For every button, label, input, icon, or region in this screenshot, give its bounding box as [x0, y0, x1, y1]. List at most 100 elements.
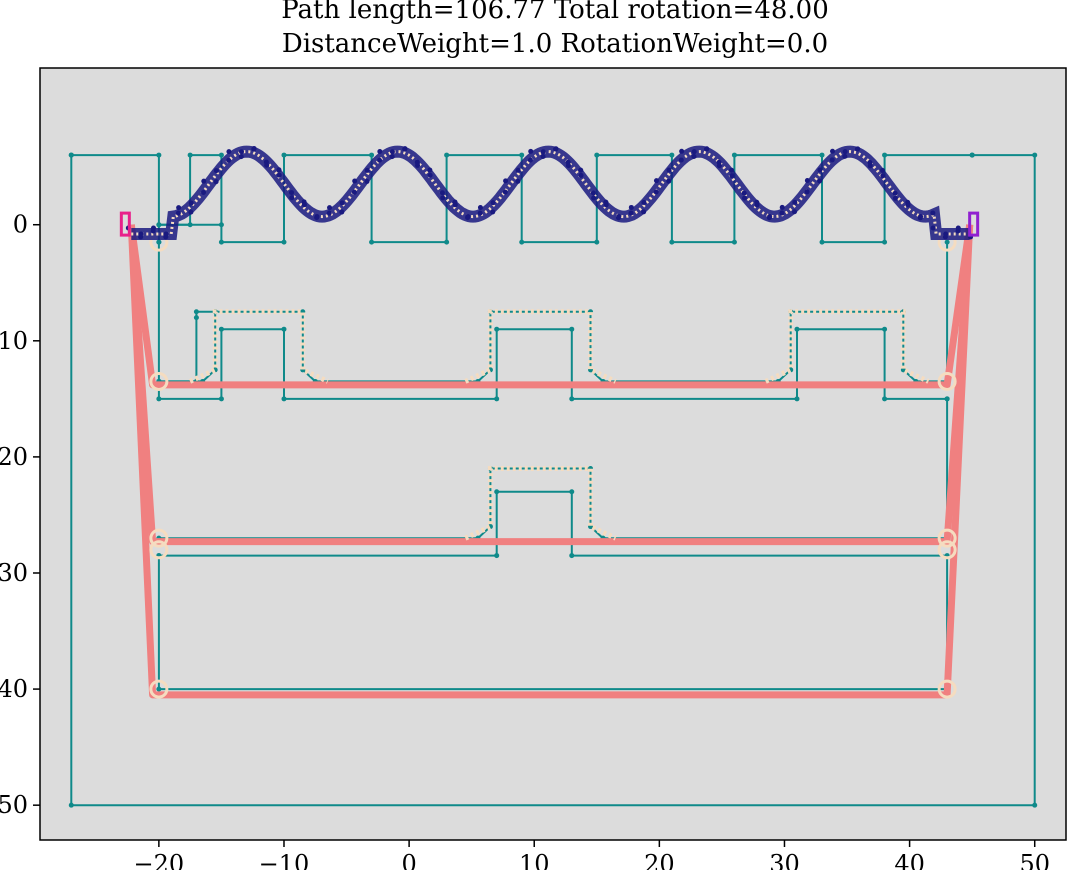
sample-point — [678, 157, 684, 163]
sample-point — [905, 202, 911, 208]
wall-vertex — [944, 396, 950, 402]
sample-point — [804, 189, 810, 195]
sample-point — [415, 162, 421, 168]
wall-vertex — [519, 239, 525, 245]
y-tick-label: 0 — [13, 211, 28, 239]
sample-point — [779, 210, 785, 216]
pose-marker — [937, 371, 957, 391]
sample-point — [502, 189, 508, 195]
wall-vertex — [494, 489, 500, 495]
sample-point — [188, 209, 194, 215]
start-goal-markers — [119, 211, 980, 237]
wall-vertex — [156, 396, 162, 402]
plot-area — [40, 68, 1066, 840]
sample-point — [616, 213, 622, 219]
sample-point — [742, 195, 748, 201]
sample-point — [540, 154, 546, 160]
wall-vertex — [882, 239, 888, 245]
wall-vertex — [218, 152, 224, 158]
sample-point — [339, 209, 345, 215]
sample-point — [817, 167, 823, 173]
sample-point — [239, 149, 245, 155]
sample-point — [276, 167, 282, 173]
sample-point — [716, 163, 722, 169]
sample-point — [892, 190, 898, 196]
wall-vertex — [1032, 802, 1038, 808]
sample-point — [767, 214, 773, 220]
pose-marker — [149, 540, 169, 560]
pose-marker — [937, 540, 957, 560]
sample-point — [163, 231, 169, 237]
wall-vertex — [494, 326, 500, 332]
sample-point — [515, 178, 521, 184]
sample-point — [540, 149, 546, 155]
sample-point — [830, 148, 836, 154]
wall-vertex — [494, 553, 500, 559]
chart-title-line-2: DistanceWeight=1.0 RotationWeight=0.0 — [282, 29, 828, 59]
sample-point — [477, 205, 483, 211]
y-tick-label: 40 — [0, 675, 28, 703]
sample-point — [201, 178, 207, 184]
sample-point — [490, 200, 496, 206]
sample-point — [201, 189, 207, 195]
sample-point — [238, 154, 244, 160]
sample-point — [792, 209, 798, 215]
wall-vertex — [218, 326, 224, 332]
wall-vertex — [281, 396, 287, 402]
wall-vertex — [369, 152, 375, 158]
wall-vertex — [1032, 152, 1038, 158]
wall-vertex — [731, 152, 737, 158]
wall-outer_frame — [70, 154, 1036, 807]
wall-vertex — [794, 396, 800, 402]
wall-vertex — [444, 152, 450, 158]
sample-point — [943, 231, 949, 237]
sample-point — [729, 173, 735, 179]
sample-point — [930, 225, 936, 231]
sample-point — [829, 157, 835, 163]
sample-point — [289, 190, 295, 196]
sample-point — [867, 163, 873, 169]
wall-vertex — [156, 239, 162, 245]
wall-vertex — [519, 152, 525, 158]
sample-point — [880, 167, 886, 173]
sample-point — [188, 200, 194, 206]
sample-point — [264, 162, 270, 168]
sample-point — [440, 195, 446, 201]
sample-point — [465, 213, 471, 219]
wall-vertex — [882, 396, 888, 402]
sample-point — [653, 178, 659, 184]
sample-point — [377, 157, 383, 163]
sample-point — [578, 167, 584, 173]
sample-point — [918, 214, 924, 220]
sample-point — [503, 178, 509, 184]
sample-point — [842, 149, 848, 155]
wall-vertex — [218, 396, 224, 402]
y-tick-label: 30 — [0, 559, 28, 587]
sample-point — [892, 195, 898, 201]
y-axis: 0 10 20 30 40 50 — [0, 211, 40, 819]
wall-corridor_mid_row — [158, 467, 948, 540]
sample-point — [641, 209, 647, 215]
wall-vertex — [369, 239, 375, 245]
sample-point — [729, 167, 735, 173]
sample-point — [855, 146, 861, 152]
sample-point — [389, 149, 395, 155]
sample-point — [955, 225, 961, 231]
pose-marker — [937, 528, 957, 548]
sample-point — [351, 189, 357, 195]
pose-marker — [149, 528, 169, 548]
wall-vertex — [218, 222, 224, 228]
wall-vertex — [218, 239, 224, 245]
x-tick-label: 10 — [519, 850, 550, 870]
wall-upper_corridor — [157, 242, 216, 383]
sample-point — [439, 190, 445, 196]
sample-point — [666, 178, 672, 184]
sample-point — [590, 190, 596, 196]
wall-vertex — [969, 152, 975, 158]
wall-vertex — [156, 152, 162, 158]
sample-point — [691, 153, 697, 159]
sample-point — [691, 149, 697, 155]
wall-vertex — [156, 686, 162, 692]
pose-marker — [149, 371, 169, 391]
